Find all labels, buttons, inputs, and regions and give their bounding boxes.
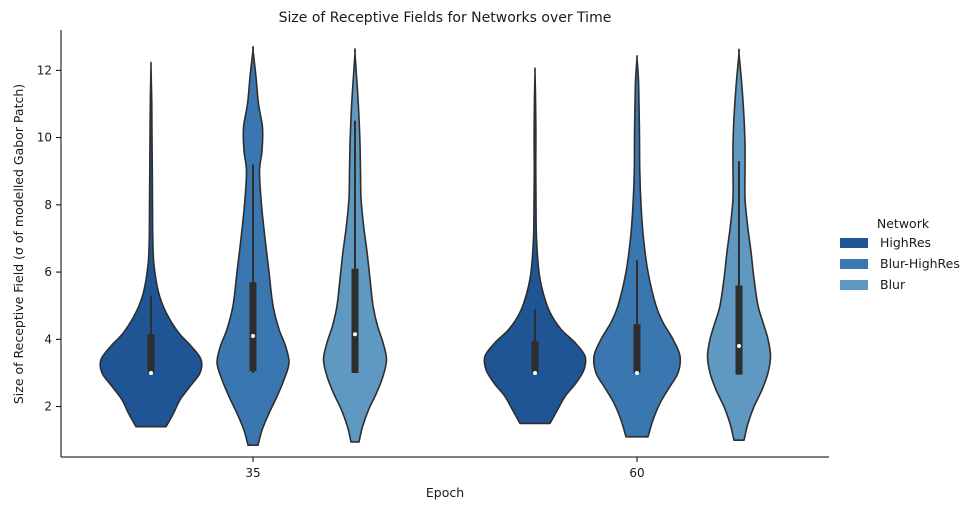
violin-iqr-box [147,334,155,373]
violin-median-dot [737,344,741,349]
x-ticks: 35 60 [245,457,645,480]
chart-title: Size of Receptive Fields for Networks ov… [279,10,612,26]
y-tick-label: 10 [37,131,52,145]
y-ticks: 2 4 6 8 10 12 [37,63,61,414]
legend-label: Blur [880,277,906,292]
violin-median-dot [149,370,153,375]
y-axis-label: Size of Receptive Field (σ of modelled G… [11,84,26,404]
violin-iqr-box [249,282,257,372]
y-tick-label: 12 [37,63,52,77]
violin-iqr-box [351,268,359,373]
legend-label: Blur-HighRes [880,256,960,271]
legend-title: Network [877,216,930,231]
y-tick-label: 4 [44,332,52,346]
violin-layer [99,46,772,446]
y-tick-label: 8 [44,198,52,212]
violin-blur-highres-60 [592,55,682,438]
x-tick-label: 35 [245,466,260,480]
violin-iqr-box [531,341,539,373]
violin-highres-60 [483,67,587,425]
violin-median-dot [635,370,639,375]
violin-iqr-box [633,324,641,373]
violin-iqr-box [735,285,743,375]
x-axis-label: Epoch [426,485,464,500]
violin-median-dot [353,332,357,337]
x-tick-label: 60 [629,466,644,480]
violin-median-dot [533,370,537,375]
legend: Network HighRes Blur-HighRes Blur [840,216,960,292]
legend-swatch-blur-highres [840,259,868,269]
legend-label: HighRes [880,235,931,250]
legend-swatch-blur [840,280,868,290]
violin-highres-35 [99,61,203,428]
violin-median-dot [251,333,255,338]
legend-swatch-highres [840,238,868,248]
y-tick-label: 2 [44,400,52,414]
y-tick-label: 6 [44,265,52,279]
